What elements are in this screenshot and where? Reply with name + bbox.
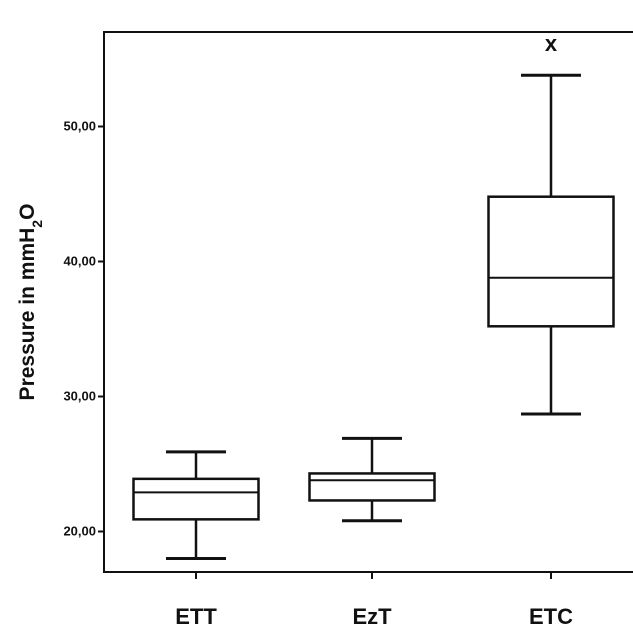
y-axis-title-main: Pressure in mmH [16,228,39,401]
y-axis-title-tail: O [16,204,39,220]
y-axis-title: Pressure in mmH2O [16,204,45,401]
y-axis: 20,00 30,00 40,00 50,00 [63,119,104,539]
y-tick-label: 30,00 [63,389,96,404]
y-tick-label: 40,00 [63,254,96,269]
annotation-layer: x [545,31,558,56]
box-iqr [487,195,615,328]
x-category-label: ETC [529,604,573,629]
significance-marker: x [545,31,558,56]
x-category-label: ETT [175,604,217,629]
box-iqr [132,477,260,521]
box-ezt [308,436,436,523]
box-series [132,73,615,560]
x-axis: ETT EzT ETC [175,572,573,629]
box-etc [487,73,615,416]
x-category-label: EzT [352,604,392,629]
y-axis-title-subscript: 2 [29,220,45,228]
plot-area-frame [103,31,633,573]
box-ett [132,450,260,560]
y-tick-label: 20,00 [63,524,96,539]
y-tick-label: 50,00 [63,119,96,134]
box-iqr [308,472,436,502]
